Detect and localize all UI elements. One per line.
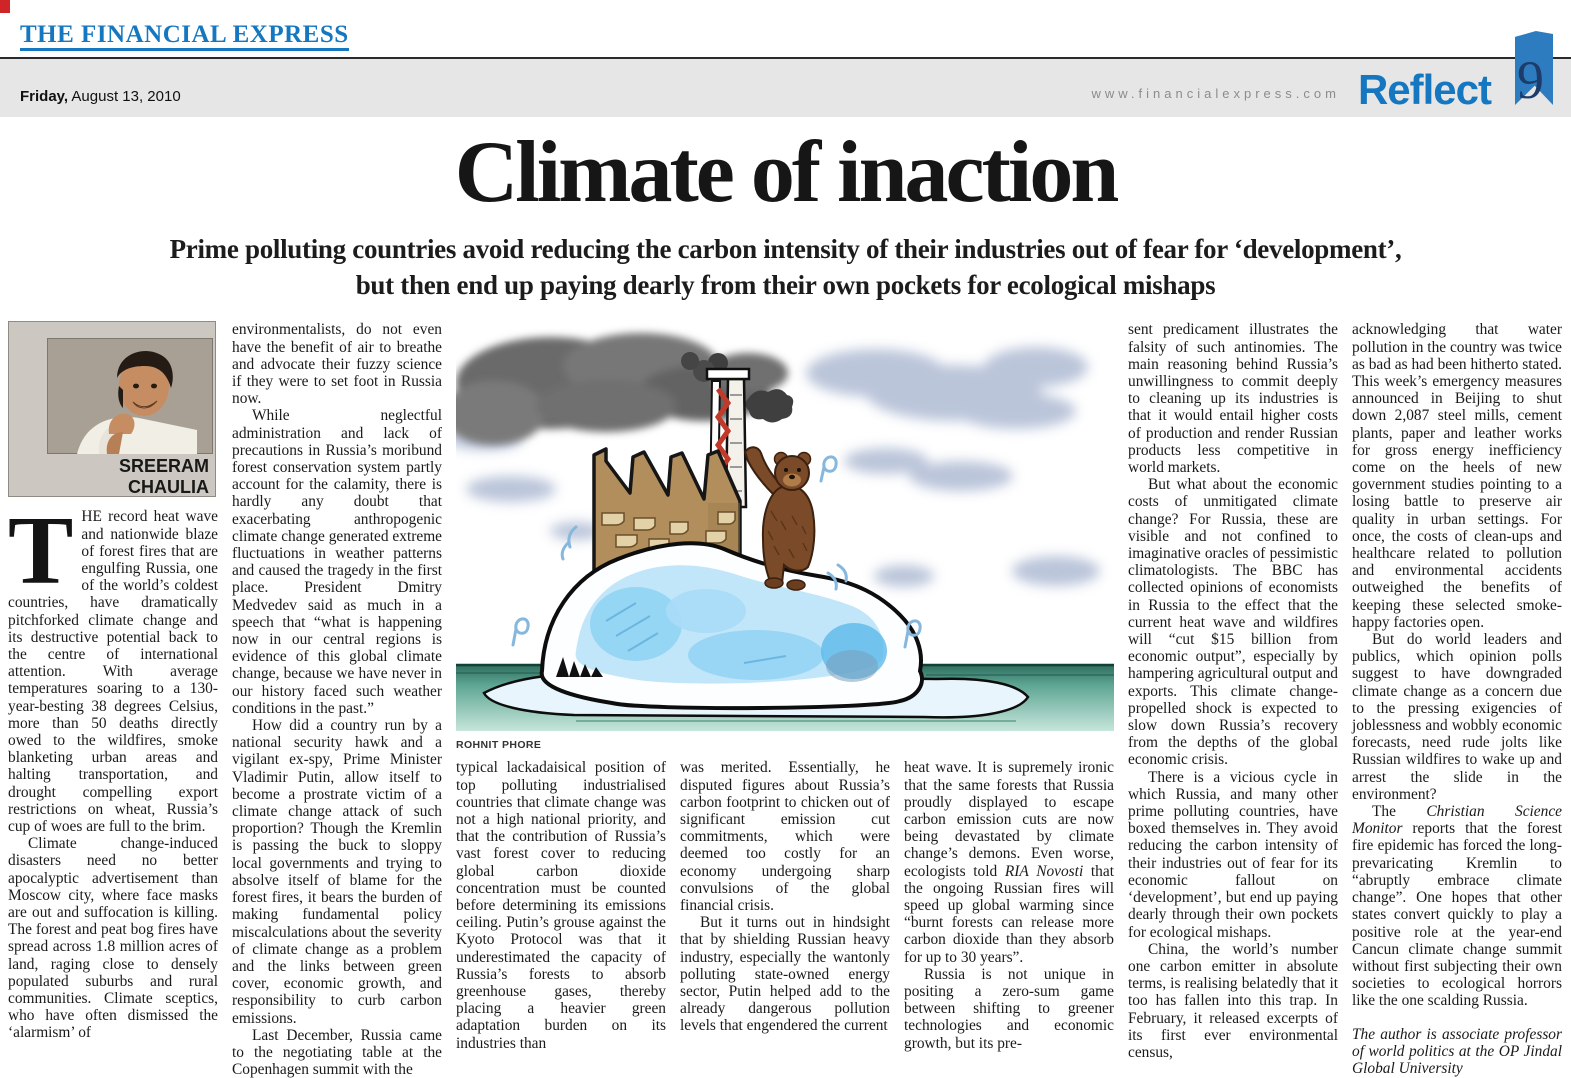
author-photo	[47, 338, 213, 455]
article-paragraph: But what about the economic costs of unm…	[1128, 476, 1338, 769]
article-paragraph: T HE record heat wave and nationwide blaz…	[8, 497, 218, 836]
paragraph-text: HE record heat wave and nationwide blaze…	[8, 508, 218, 836]
subtitle-line-2: but then end up paying dearly from their…	[355, 270, 1216, 301]
motion-marks	[511, 455, 922, 649]
paragraph-text: reports that the forest fire epidemic ha…	[1352, 820, 1562, 1010]
corner-red-mark	[0, 0, 10, 13]
author-bio-text: The author is associate professor of wor…	[1352, 1025, 1562, 1077]
author-name: SREERAM CHAULIA	[119, 456, 209, 498]
masthead: THE FINANCIAL EXPRESS	[0, 0, 1571, 59]
paragraph-text: The	[1372, 803, 1427, 821]
column-4: was merited. Essentially, he disputed fi…	[680, 759, 890, 1051]
author-box: SREERAM CHAULIA	[8, 321, 216, 498]
paragraph-text: heat wave. It is supremely ironic that t…	[904, 759, 1114, 880]
middle-section: ROHNIT PHORE typical lackadaisical posit…	[442, 321, 1114, 1052]
clouds	[446, 347, 1100, 588]
article-paragraph: How did a country run by a national secu…	[232, 717, 442, 1027]
publication-name: RIA Novosti	[1004, 862, 1084, 880]
subtitle-line-1: Prime polluting countries avoid reducing…	[169, 234, 1402, 265]
smoke-puff	[745, 389, 794, 423]
column-7: acknowledging that water pollution in th…	[1352, 321, 1562, 1077]
section-name: Reflect	[1357, 66, 1492, 113]
article-subtitle: Prime polluting countries avoid reducing…	[0, 231, 1571, 303]
article-paragraph: But it turns out in hindsight that by sh…	[680, 914, 890, 1035]
column-6: sent predicament illustrates the falsity…	[1128, 321, 1338, 1061]
column-3: typical lackadaisical position of top po…	[456, 759, 666, 1051]
drop-cap: T	[8, 497, 74, 606]
article-headline: Climate of inaction	[454, 124, 1120, 221]
article-paragraph: There is a vicious cycle in which Russia…	[1128, 768, 1338, 941]
publication-name: Christian Science Monitor	[1352, 803, 1562, 838]
article-paragraph: acknowledging that water pollution in th…	[1352, 321, 1562, 631]
article-paragraph: sent predicament illustrates the falsity…	[1128, 321, 1338, 477]
cartoon-credit: ROHNIT PHORE	[456, 739, 542, 752]
author-bio: The author is associate professor of wor…	[1352, 1026, 1562, 1078]
article-paragraph: Climate change-induced disasters need no…	[8, 835, 218, 1042]
article-paragraph: environmentalists, do not even have the …	[232, 321, 442, 408]
article-paragraph: China, the world’s number one carbon emi…	[1128, 940, 1338, 1061]
column-1: SREERAM CHAULIA T HE record heat wave and…	[8, 321, 218, 1041]
editorial-cartoon	[442, 321, 1114, 732]
page-number: 9	[1517, 50, 1544, 110]
article-paragraph: While neglectful administration and lack…	[232, 407, 442, 717]
article-body: SREERAM CHAULIA T HE record heat wave and…	[0, 321, 1571, 1078]
article-paragraph: typical lackadaisical position of top po…	[456, 759, 666, 1052]
paragraph-text: that the ongoing Russian fires will spee…	[904, 862, 1114, 966]
middle-columns: typical lackadaisical position of top po…	[456, 759, 1114, 1051]
article-paragraph: heat wave. It is supremely ironic that t…	[904, 759, 1114, 965]
header-bar: Friday, August 13, 2010 www.financialexp…	[0, 31, 1571, 117]
column-2: environmentalists, do not even have the …	[232, 321, 442, 1078]
article-paragraph: But do world leaders and publics, which …	[1352, 631, 1562, 803]
article-paragraph: Russia is not unique in positing a zero-…	[904, 965, 1114, 1052]
newspaper-title: THE FINANCIAL EXPRESS	[20, 22, 349, 51]
page-number-block: 9	[1509, 31, 1555, 117]
bear	[743, 446, 816, 592]
article-paragraph: Last December, Russia came to the negoti…	[232, 1026, 442, 1078]
column-5: heat wave. It is supremely ironic that t…	[904, 759, 1114, 1051]
issue-day: Friday,	[20, 88, 69, 105]
iceberg	[539, 541, 924, 711]
header-right: www.financialexpress.com Reflect 9	[1091, 31, 1555, 117]
article-paragraph: The Christian Science Monitor reports th…	[1352, 803, 1562, 1009]
issue-date-rest: August 13, 2010	[68, 88, 181, 105]
issue-date: Friday, August 13, 2010	[20, 88, 181, 105]
author-first-name: SREERAM	[118, 456, 209, 477]
author-last-name: CHAULIA	[128, 477, 209, 498]
website-url: www.financialexpress.com	[1091, 86, 1340, 101]
article-paragraph: was merited. Essentially, he disputed fi…	[680, 759, 890, 915]
